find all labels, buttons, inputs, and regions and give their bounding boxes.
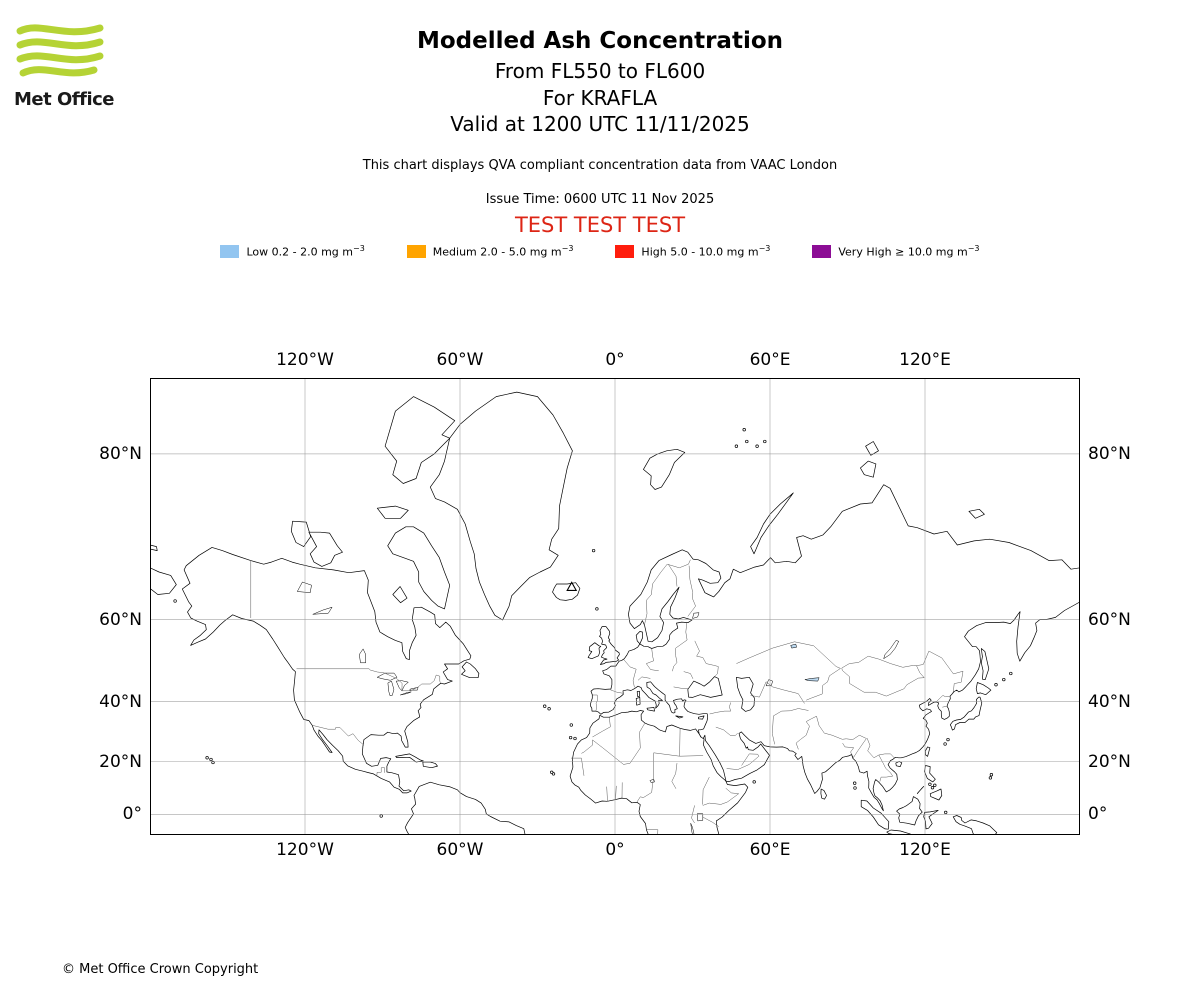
world-map [150,378,1080,835]
subtitle-valid-time: Valid at 1200 UTC 11/11/2025 [450,112,750,136]
lon-tick-bottom: 60°E [749,840,791,860]
test-banner: TEST TEST TEST [514,213,686,237]
lon-tick-bottom: 120°E [899,840,951,860]
legend-label-high: High 5.0 - 10.0 mg m−3 [641,244,771,259]
met-office-logo: Met Office [14,22,134,110]
copyright-text: © Met Office Crown Copyright [62,962,259,977]
lon-tick-bottom: 120°W [276,840,334,860]
chart-description: This chart displays QVA compliant concen… [362,158,838,173]
lat-tick-right: 80°N [1088,443,1131,464]
legend-item-low: Low 0.2 - 2.0 mg m−3 [220,244,365,259]
legend-item-very-high: Very High ≥ 10.0 mg m−3 [812,244,980,259]
legend-swatch-medium [406,244,426,258]
lon-tick-top: 0° [605,350,625,370]
lon-tick-top: 60°W [436,350,484,370]
legend-item-medium: Medium 2.0 - 5.0 mg m−3 [406,244,574,259]
lat-tick-left: 20°N [99,751,142,772]
lon-tick-top: 120°W [276,350,334,370]
lat-tick-left: 0° [122,804,142,825]
legend-label-very-high: Very High ≥ 10.0 mg m−3 [838,244,980,259]
lat-tick-right: 60°N [1088,609,1131,630]
subtitle-volcano: For KRAFLA [542,85,658,110]
volcano-marker [566,581,578,591]
lat-tick-right: 0° [1088,804,1108,825]
lat-tick-right: 20°N [1088,751,1131,772]
legend-swatch-very-high [812,244,832,258]
lat-tick-left: 60°N [99,609,142,630]
legend-swatch-low [220,244,240,258]
map-canvas [150,378,1080,835]
legend-label-medium: Medium 2.0 - 5.0 mg m−3 [432,244,574,259]
logo-text: Met Office [14,89,115,110]
concentration-legend: Low 0.2 - 2.0 mg m−3 Medium 2.0 - 5.0 mg … [0,244,1200,259]
legend-label-low: Low 0.2 - 2.0 mg m−3 [246,244,365,259]
lat-tick-left: 40°N [99,691,142,712]
lon-tick-top: 120°E [899,350,951,370]
legend-item-high: High 5.0 - 10.0 mg m−3 [615,244,770,259]
lon-tick-bottom: 60°W [436,840,484,860]
lat-tick-left: 80°N [99,443,142,464]
lon-tick-bottom: 0° [605,840,625,860]
title-block: Modelled Ash Concentration From FL550 to… [0,28,1200,138]
page-title: Modelled Ash Concentration [416,28,784,54]
lon-tick-top: 60°E [749,350,791,370]
subtitle-flight-levels: From FL550 to FL600 [494,59,706,83]
issue-time: Issue Time: 0600 UTC 11 Nov 2025 [485,192,715,207]
map-frame [150,378,1080,835]
lat-tick-right: 40°N [1088,691,1131,712]
logo-waves-icon [16,24,104,77]
legend-swatch-high [615,244,635,258]
